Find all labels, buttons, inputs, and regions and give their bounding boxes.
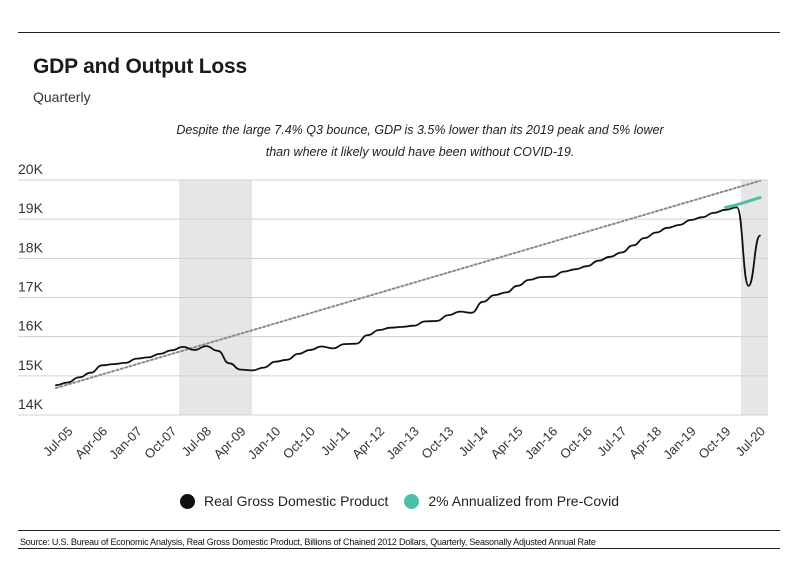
y-tick-label: 17K	[18, 279, 44, 295]
legend-swatch-trend	[404, 493, 420, 509]
x-tick-label: Apr-15	[488, 424, 526, 462]
x-tick-label: Jul-05	[40, 424, 76, 460]
x-tick-label: Jan-07	[106, 424, 145, 463]
x-tick-label: Oct-10	[280, 424, 318, 462]
y-tick-label: 19K	[18, 200, 44, 216]
x-tick-label: Jul-17	[594, 424, 630, 460]
x-tick-label: Oct-13	[418, 424, 456, 462]
source-note: Source: U.S. Bureau of Economic Analysis…	[20, 537, 596, 547]
chart-subtitle: Quarterly	[33, 89, 91, 105]
pre-covid-trend-line	[723, 196, 762, 209]
x-tick-label: Jul-11	[318, 424, 353, 459]
source-rule-top	[18, 530, 780, 531]
x-tick-label: Oct-19	[695, 424, 733, 462]
chart-title: GDP and Output Loss	[33, 55, 247, 78]
x-tick-label: Jan-19	[660, 424, 699, 463]
chart-annotation: Despite the large 7.4% Q3 bounce, GDP is…	[150, 119, 690, 163]
x-tick-label: Oct-16	[557, 424, 595, 462]
x-tick-label: Jul-20	[732, 424, 768, 460]
y-axis-ticks: 14K 15K 16K 17K 18K 19K 20K	[18, 161, 44, 412]
gdp-line-chart: 14K 15K 16K 17K 18K 19K 20K Jul-05Apr-06Jan-07…	[18, 161, 768, 463]
gridlines	[18, 179, 768, 416]
x-tick-label: Jan-10	[245, 424, 284, 463]
x-tick-label: Jul-08	[178, 424, 214, 460]
x-tick-label: Apr-12	[349, 424, 387, 462]
legend: Real Gross Domestic Product 2% Annualize…	[0, 493, 799, 509]
legend-swatch-gdp	[179, 493, 195, 509]
legend-label-trend: 2% Annualized from Pre-Covid	[428, 493, 620, 509]
x-tick-label: Jan-16	[522, 424, 561, 463]
x-tick-label: Jan-13	[383, 424, 422, 463]
y-tick-label: 18K	[18, 239, 44, 255]
x-tick-label: Apr-18	[626, 424, 664, 462]
y-tick-label: 20K	[18, 161, 44, 177]
y-tick-label: 15K	[18, 357, 44, 373]
top-rule	[18, 32, 780, 33]
series-lines	[55, 179, 762, 389]
x-tick-label: Apr-09	[211, 424, 249, 462]
x-tick-label: Oct-07	[141, 424, 179, 462]
x-tick-label: Apr-06	[72, 424, 110, 462]
y-tick-label: 14K	[18, 396, 44, 412]
long-run-trend-line	[55, 179, 761, 389]
x-tick-label: Jul-14	[455, 424, 491, 460]
annotation-line-1: Despite the large 7.4% Q3 bounce, GDP is…	[176, 123, 664, 137]
bottom-rule	[18, 548, 780, 549]
x-axis-ticks: Jul-05Apr-06Jan-07Oct-07Jul-08Apr-09Jan-…	[40, 424, 768, 463]
legend-item-trend: 2% Annualized from Pre-Covid	[404, 493, 619, 509]
y-tick-label: 16K	[18, 318, 44, 334]
annotation-line-2: than where it likely would have been wit…	[265, 145, 575, 159]
legend-item-gdp: Real Gross Domestic Product	[179, 493, 389, 509]
gdp-line	[55, 206, 761, 387]
legend-label-gdp: Real Gross Domestic Product	[203, 493, 389, 509]
